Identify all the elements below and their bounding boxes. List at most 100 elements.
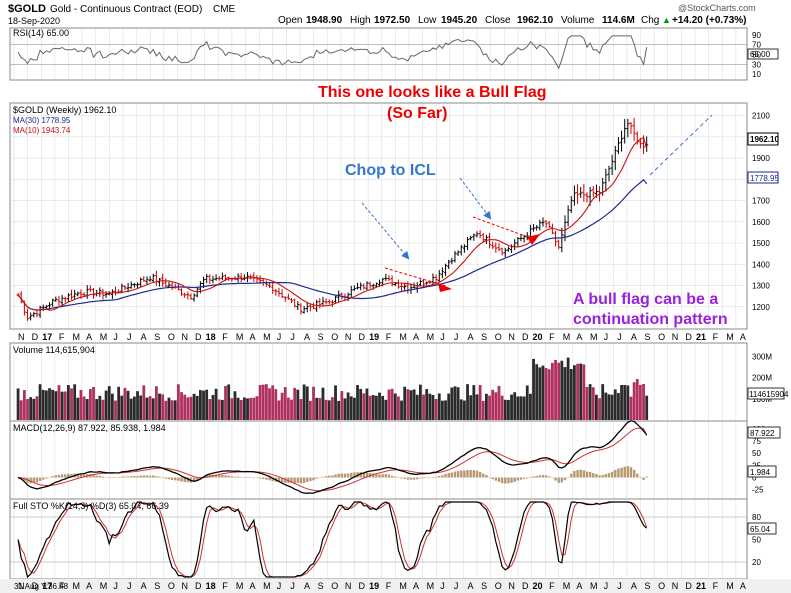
sto-tick-50: 50 [752, 536, 761, 545]
xaxis1-label-18: M [263, 332, 271, 342]
macd-hist-bar-81 [271, 477, 274, 482]
macd-hist-bar-127 [416, 477, 419, 480]
volume-label-text: Volume 114,615,904 [13, 345, 95, 355]
volume-bar-91 [302, 384, 306, 420]
xaxis1-label-10: S [154, 332, 160, 342]
open-value: 1948.90 [306, 15, 343, 26]
macd-hist-bar-12 [54, 475, 58, 478]
xaxis2-label-33: A [467, 581, 473, 591]
volume-bar-73 [246, 398, 249, 420]
macd-hist-bar-132 [431, 476, 435, 478]
volume-bar-9 [44, 390, 48, 420]
macd-hist-bar-52 [180, 477, 183, 482]
macd-hist-bar-140 [456, 471, 460, 478]
volume-bar-108 [356, 385, 359, 420]
volume-bar-159 [516, 396, 520, 420]
macd-hist-bar-11 [51, 476, 54, 478]
volume-bar-144 [469, 395, 473, 420]
xaxis2-label-44: J [617, 581, 622, 591]
volume-bar-11 [51, 389, 55, 420]
ohlc-readout: Open 1948.90 High 1972.50 Low 1945.20 Cl… [278, 15, 747, 26]
volume-bar-140 [456, 387, 460, 420]
volume-tick-300M: 300M [752, 352, 772, 361]
sto-group: Full STO %K(14,3) %D(3) 65.04, 66.39 805… [13, 501, 777, 591]
macd-hist-bar-47 [164, 477, 168, 479]
xaxis2-label-31: J [440, 581, 445, 591]
ma30-line [17, 178, 648, 311]
macd-hist-bar-197 [636, 473, 639, 478]
macd-hist-bar-75 [252, 477, 256, 479]
macd-hist-bar-69 [233, 476, 237, 478]
macd-hist-bar-172 [557, 477, 560, 483]
macd-hist-bar-91 [302, 477, 306, 483]
macd-hist-bar-44 [155, 476, 158, 478]
volume-bar-116 [381, 395, 385, 420]
volume-bar-62 [211, 395, 215, 420]
ma30-value: 1778.95 [750, 174, 779, 183]
macd-hist-bar-68 [230, 476, 234, 478]
volume-bar-12 [54, 391, 58, 420]
macd-hist-bar-187 [604, 474, 608, 478]
volume-bar-196 [632, 382, 636, 420]
volume-bar-164 [532, 358, 535, 420]
volume-bar-197 [635, 379, 639, 420]
macd-hist-bar-84 [280, 477, 284, 483]
volume-bar-96 [318, 398, 322, 420]
macd-hist-bar-183 [592, 473, 595, 478]
volume-bar-192 [620, 385, 623, 420]
xaxis2-label-47: O [658, 581, 665, 591]
volume-bar-22 [85, 399, 89, 420]
macd-hist-bar-138 [450, 472, 454, 478]
volume-bar-162 [525, 385, 529, 420]
xaxis2-label-20: J [290, 581, 295, 591]
xaxis1-label-21: A [304, 332, 310, 342]
xaxis2-label-29: A [413, 581, 419, 591]
volume-bar-89 [296, 389, 300, 420]
volume-bar-128 [418, 384, 422, 420]
macd-hist-bar-96 [318, 477, 322, 479]
xaxis1-label-39: F [549, 332, 555, 342]
sto-ticks: 80 50 20 [752, 513, 761, 567]
volume-bar-44 [154, 386, 158, 420]
macd-hist-bar-20 [79, 473, 83, 478]
flag-line-1-top [384, 267, 447, 287]
volume-bar-160 [519, 396, 523, 420]
macd-signal-line [18, 427, 648, 492]
xaxis1-label-53: A [740, 332, 746, 342]
ma10-legend: MA(10) 1943.74 [13, 126, 71, 135]
volume-bar-25 [95, 399, 99, 420]
macd-hist-bar-73 [246, 477, 249, 478]
macd-hist-bar-165 [535, 475, 538, 478]
volume-bar-32 [117, 386, 121, 420]
macd-hist-bar-130 [425, 477, 428, 479]
macd-hist-bar-198 [639, 476, 642, 478]
macd-hist-bar-190 [614, 469, 617, 478]
volume-bar-132 [431, 395, 435, 420]
xaxis1-label-41: A [576, 332, 582, 342]
macd-group: MACD(12,26,9) 87.922, 85.938, 1.984 1007… [13, 420, 781, 495]
xaxis1-label-15: F [222, 332, 228, 342]
macd-hist-bar-169 [548, 476, 551, 478]
xaxis2-label-4: M [72, 581, 80, 591]
volume-bar-172 [557, 362, 561, 420]
xaxis2-label-22: S [318, 581, 324, 591]
xaxis1-label-27: F [386, 332, 392, 342]
volume-label: Volume [561, 15, 595, 26]
macd-hist-bar-149 [485, 474, 488, 478]
macd-hist-bar-35 [126, 476, 130, 478]
volume-bar-46 [161, 394, 165, 420]
close-value: 1962.10 [517, 15, 554, 26]
xaxis2-label-12: N [181, 581, 188, 591]
volume-bar-109 [359, 388, 363, 420]
macd-hist-bar-135 [441, 475, 444, 478]
symbol: $GOLD [8, 3, 46, 15]
volume-bar-43 [151, 398, 155, 420]
xaxis1-label-0: N [18, 332, 25, 342]
volume-bar-60 [205, 389, 209, 420]
xaxis2-label-27: F [386, 581, 392, 591]
volume-bar-33 [120, 395, 124, 420]
xaxis1-label-34: S [481, 332, 487, 342]
low-value: 1945.20 [441, 15, 478, 26]
volume-bar-168 [544, 367, 548, 420]
macd-hist-bar-159 [516, 477, 520, 481]
